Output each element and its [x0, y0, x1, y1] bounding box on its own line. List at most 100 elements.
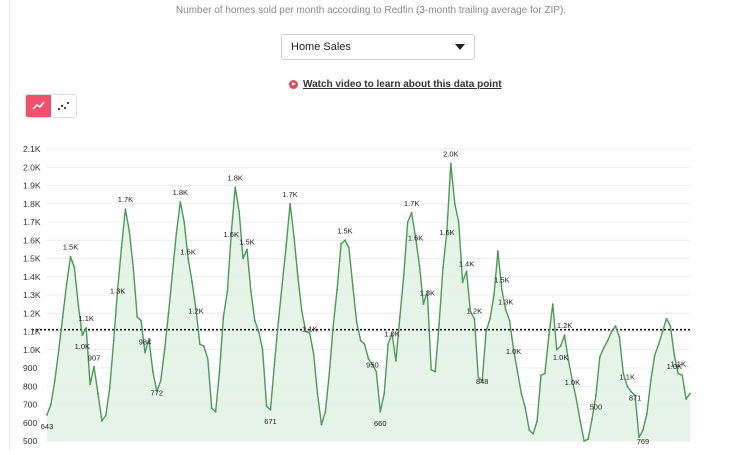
data-point	[449, 162, 452, 165]
data-point	[187, 257, 190, 260]
data-point	[144, 351, 146, 354]
data-point	[367, 357, 370, 360]
data-point	[500, 288, 503, 291]
data-label: 1.1K	[302, 324, 317, 333]
data-point	[524, 407, 527, 410]
data-point	[312, 352, 315, 355]
y-tick-label: 1.4K	[23, 272, 41, 282]
data-point	[300, 310, 303, 313]
data-point	[69, 255, 72, 258]
data-point	[97, 392, 99, 395]
data-label: 1.4K	[459, 259, 474, 268]
data-point	[124, 208, 127, 211]
data-point	[246, 248, 248, 251]
data-point	[308, 332, 311, 335]
data-point	[430, 368, 433, 371]
data-point	[414, 235, 417, 238]
data-label: 1.3K	[498, 298, 513, 307]
scatter-chart-toggle[interactable]	[51, 95, 76, 117]
data-point	[591, 418, 593, 420]
data-point	[477, 376, 480, 379]
data-point	[293, 235, 295, 238]
data-label: 1.1K	[620, 372, 635, 381]
data-point	[191, 281, 193, 284]
data-point	[140, 319, 142, 322]
y-tick-label: 600	[23, 418, 37, 428]
data-point	[167, 312, 170, 315]
data-point	[391, 332, 393, 335]
data-point	[175, 232, 178, 234]
play-icon	[289, 79, 298, 89]
y-tick-label: 1.6K	[23, 235, 41, 245]
data-point	[422, 303, 425, 306]
data-point	[461, 281, 464, 284]
data-point	[453, 202, 456, 205]
data-label: 769	[637, 437, 650, 446]
y-tick-label: 1.0K	[23, 345, 41, 355]
data-point	[595, 394, 597, 397]
data-label: 1.2K	[467, 307, 482, 316]
data-label: 1.3K	[420, 288, 435, 297]
home-sales-chart: 643 1.5K 1.0K 1.1K 907 1.3K 1.7K 984 772 1.8K 1.5K…	[0, 123, 742, 455]
y-tick-label: 500	[23, 436, 37, 446]
data-point	[73, 266, 76, 269]
data-label: 1.0K	[553, 353, 568, 362]
data-point	[344, 239, 346, 242]
data-point	[465, 270, 468, 273]
data-point	[446, 230, 448, 233]
data-label: 1.5K	[180, 248, 195, 257]
caret-down-icon	[455, 44, 465, 50]
data-point	[230, 232, 233, 234]
data-point	[563, 334, 566, 337]
data-point	[128, 230, 131, 233]
data-point	[234, 186, 237, 189]
data-point	[277, 321, 280, 324]
data-label: 1.7K	[282, 190, 297, 199]
data-point	[442, 266, 444, 269]
data-point	[398, 316, 401, 318]
line-chart-toggle[interactable]	[26, 95, 51, 117]
data-point	[426, 290, 429, 293]
metric-select[interactable]: Home Sales	[281, 34, 475, 60]
data-point	[269, 408, 272, 411]
data-point	[265, 405, 268, 408]
data-point	[406, 221, 409, 223]
data-point	[481, 379, 484, 382]
data-label: 1.0K	[565, 378, 580, 387]
data-point	[155, 390, 158, 393]
data-point	[645, 412, 648, 415]
data-point	[163, 348, 166, 351]
data-point	[324, 410, 327, 413]
data-point	[104, 414, 107, 417]
data-point	[57, 348, 60, 351]
data-point	[183, 221, 186, 223]
data-point	[351, 284, 354, 287]
data-point	[496, 250, 499, 253]
data-point	[132, 266, 135, 269]
data-point	[575, 398, 578, 400]
data-point	[657, 343, 660, 346]
data-point	[214, 410, 217, 413]
data-point	[89, 383, 92, 386]
data-point	[108, 387, 111, 389]
data-point	[410, 211, 413, 214]
data-point	[363, 343, 366, 346]
data-point	[249, 290, 252, 293]
data-point	[238, 210, 241, 212]
data-point	[77, 305, 80, 307]
data-point	[120, 246, 123, 249]
data-label: 984	[139, 338, 152, 347]
data-point	[285, 244, 288, 247]
data-point	[371, 363, 374, 366]
data-point	[559, 345, 562, 347]
data-point	[304, 330, 307, 333]
y-tick-label: 1.1K	[23, 327, 41, 337]
y-axis: 500 600 700 800 900 1.0K 1.1K 1.2K 1.3K 1.4K 1.5K 1…	[23, 144, 41, 446]
data-point	[316, 392, 319, 395]
watch-video-link[interactable]: Watch video to learn about this data poi…	[289, 77, 502, 91]
data-label: 1.5K	[337, 226, 352, 235]
data-point	[202, 345, 205, 347]
data-point	[567, 359, 570, 362]
data-label: 1.0K	[506, 347, 521, 356]
data-point	[598, 356, 601, 358]
